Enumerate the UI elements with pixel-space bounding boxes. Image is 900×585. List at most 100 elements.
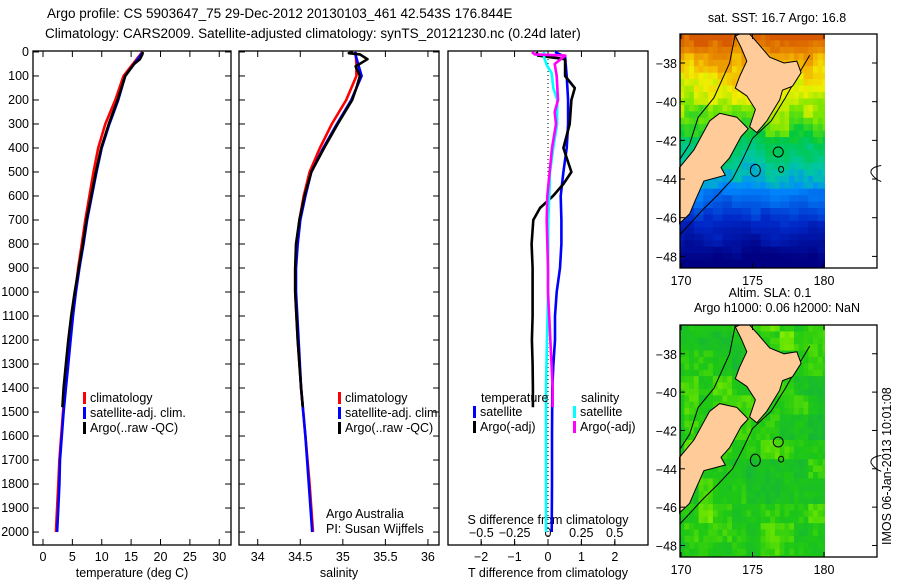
map-cell [817,535,824,543]
map-cell [712,510,719,518]
map-cell [727,504,733,511]
map-cell [689,137,695,145]
map-cell [803,337,809,345]
map-cell [822,420,825,428]
map-cell [712,491,719,499]
map-cell [755,143,762,151]
map-cell [817,201,824,209]
lon-tick-label: 170 [671,563,692,577]
map-cell [689,143,695,151]
map-cell [755,491,762,499]
map-cell [679,555,685,557]
map-cell [798,143,805,151]
map-cell [808,420,814,428]
map-cell [727,535,733,543]
map-cell [712,523,719,531]
map-cell [789,85,795,93]
map-cell [684,344,690,352]
map-cell [779,220,786,228]
map-cell [717,98,724,106]
map-cell [741,433,747,441]
map-cell [755,240,762,248]
map-cell [813,459,819,467]
map-cell [689,240,695,248]
map-cell [803,66,809,74]
map-cell [693,337,700,345]
map-cell [722,344,728,352]
map-cell [808,240,814,248]
lat-tick-label: −42 [656,424,677,438]
map-cell [760,246,766,254]
map-cell [794,452,800,460]
map-cell [684,369,690,377]
map-cell [803,440,809,447]
map-cell [693,357,700,364]
map-cell [732,92,738,99]
map-cell [684,408,690,416]
map-cell [794,124,800,132]
map-cell [679,357,685,364]
map-cell [732,208,738,215]
map-cell [770,548,776,556]
x-tick-label: 15 [124,550,138,564]
map-cell [817,40,824,48]
map-cell [736,388,743,396]
map-cell [817,446,824,454]
map-cell [717,34,724,41]
map-cell [774,195,781,203]
map-cell [727,446,733,454]
map-cell [708,53,714,61]
map-cell [708,79,714,87]
map-cell [741,259,747,267]
map-cell [727,555,733,557]
map-cell [817,111,824,119]
map-cell [722,516,728,524]
map-cell [794,504,800,511]
map-cell [784,555,790,557]
map-cell [679,72,685,80]
map-cell [760,331,766,339]
depth-tick-label: 900 [8,261,29,275]
map-cell [808,40,814,48]
isobath-contour [679,324,736,450]
map-cell [703,72,709,80]
map-cell [693,233,700,241]
map-cell [808,478,814,486]
map-cell [679,117,685,125]
map-cell [817,504,824,511]
map-cell [813,104,819,112]
map-cell [798,246,805,254]
map-cell [765,266,771,268]
map-cell [698,233,704,241]
map-cell [789,529,795,537]
map-cell [732,497,738,505]
map-cell [679,130,685,138]
map-cell [779,111,786,119]
map-cell [736,266,743,268]
map-cell [794,208,800,215]
map-cell [746,548,752,556]
map-cell [765,182,771,190]
map-cell [689,420,695,428]
map-cell [765,440,771,447]
map-cell [813,188,819,196]
map-cell [689,504,695,511]
map-cell [794,548,800,556]
map-cell [817,175,824,183]
map-cell [760,259,766,267]
map-cell [693,246,700,254]
map-cell [760,548,766,556]
map-cell [717,40,724,48]
map-cell [679,344,685,352]
lat-tick-label: −38 [656,57,677,71]
map-cell [770,201,776,209]
map-cell [808,484,814,492]
map-cell [817,555,824,557]
depth-tick-label: 2000 [1,525,29,539]
map-cell [784,510,790,518]
map-cell [817,162,824,170]
map-cell [708,337,714,345]
map-cell [822,195,825,203]
map-cell [779,414,786,422]
map-cell [684,350,690,358]
